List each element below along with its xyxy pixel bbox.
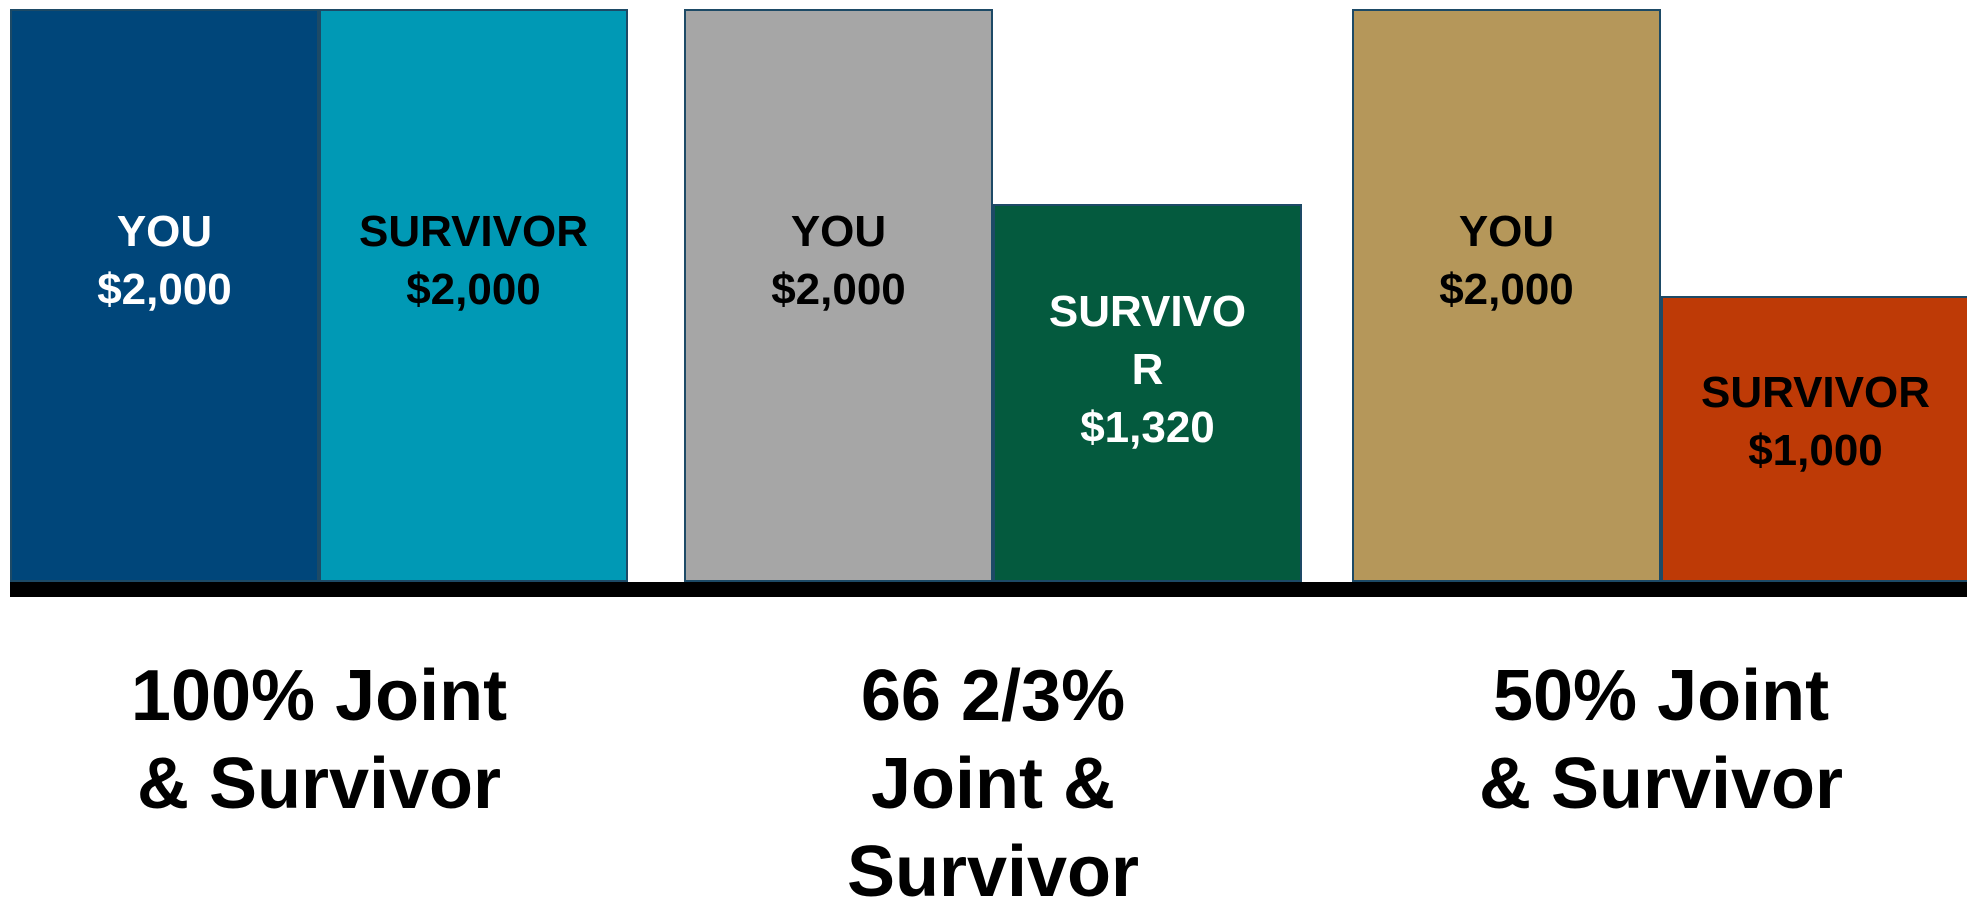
bar-label: SURVIVOR $2,000	[359, 203, 588, 319]
bar: YOU $2,000	[10, 9, 319, 582]
category-label: 50% Joint & Survivor	[1478, 656, 1844, 824]
series-name: YOU	[1458, 207, 1555, 257]
series-name: SURVIVOR	[358, 207, 589, 257]
value-label: $2,000	[97, 265, 232, 315]
bar-label: YOU $2,000	[771, 203, 906, 319]
series-name: SURVIVOR	[1700, 367, 1931, 417]
bar-label: YOU $2,000	[97, 203, 232, 319]
bar: SURVIVOR $1,000	[1661, 295, 1967, 582]
bar: YOU $2,000	[684, 9, 993, 582]
category-label: 66 2/3% Joint & Survivor	[846, 656, 1140, 912]
value-label: $2,000	[771, 265, 906, 315]
baseline	[10, 582, 1967, 597]
value-label: $1,000	[1748, 425, 1883, 475]
value-label: $2,000	[406, 265, 541, 315]
value-label: $1,320	[1080, 403, 1215, 453]
bar: SURVIVOR $1,320	[993, 203, 1302, 582]
bar-label: SURVIVOR $1,000	[1701, 364, 1930, 480]
bar: SURVIVOR $2,000	[319, 9, 628, 582]
series-name: YOU	[116, 207, 213, 257]
bar-label: SURVIVOR $1,320	[1048, 283, 1248, 457]
bar-label: YOU $2,000	[1439, 203, 1574, 319]
bar: YOU $2,000	[1352, 9, 1661, 582]
series-name: SURVIVOR	[1048, 287, 1247, 395]
category-label: 100% Joint & Survivor	[130, 656, 508, 824]
value-label: $2,000	[1439, 265, 1574, 315]
series-name: YOU	[790, 207, 887, 257]
